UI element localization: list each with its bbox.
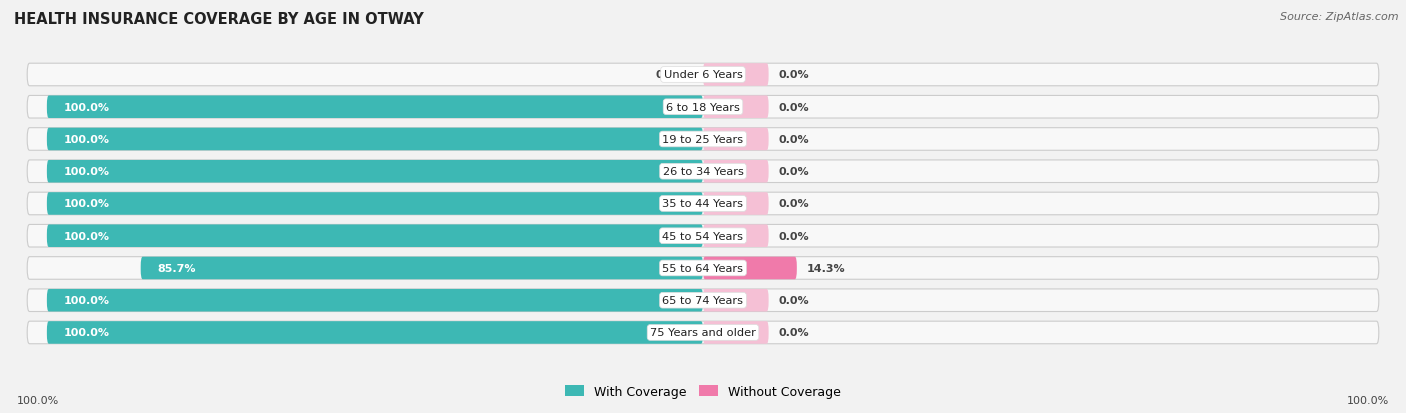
- Text: 100.0%: 100.0%: [63, 328, 110, 338]
- Text: 14.3%: 14.3%: [807, 263, 845, 273]
- Text: 0.0%: 0.0%: [657, 70, 686, 80]
- Text: 0.0%: 0.0%: [779, 296, 808, 306]
- Text: 19 to 25 Years: 19 to 25 Years: [662, 135, 744, 145]
- Text: 100.0%: 100.0%: [63, 231, 110, 241]
- Text: 100.0%: 100.0%: [1347, 395, 1389, 405]
- FancyBboxPatch shape: [27, 289, 1379, 312]
- Text: 100.0%: 100.0%: [63, 296, 110, 306]
- Text: 0.0%: 0.0%: [779, 199, 808, 209]
- FancyBboxPatch shape: [46, 96, 703, 119]
- FancyBboxPatch shape: [141, 257, 703, 280]
- FancyBboxPatch shape: [46, 289, 703, 312]
- Text: 65 to 74 Years: 65 to 74 Years: [662, 296, 744, 306]
- FancyBboxPatch shape: [27, 96, 1379, 119]
- Text: 0.0%: 0.0%: [779, 167, 808, 177]
- FancyBboxPatch shape: [703, 321, 769, 344]
- Text: 85.7%: 85.7%: [157, 263, 195, 273]
- Text: 100.0%: 100.0%: [17, 395, 59, 405]
- Text: 100.0%: 100.0%: [63, 167, 110, 177]
- Text: 0.0%: 0.0%: [779, 70, 808, 80]
- FancyBboxPatch shape: [27, 257, 1379, 280]
- Text: 100.0%: 100.0%: [63, 135, 110, 145]
- FancyBboxPatch shape: [46, 128, 703, 151]
- Text: 26 to 34 Years: 26 to 34 Years: [662, 167, 744, 177]
- FancyBboxPatch shape: [27, 193, 1379, 215]
- FancyBboxPatch shape: [703, 289, 769, 312]
- Text: 100.0%: 100.0%: [63, 102, 110, 112]
- FancyBboxPatch shape: [46, 225, 703, 247]
- FancyBboxPatch shape: [27, 128, 1379, 151]
- FancyBboxPatch shape: [703, 64, 769, 87]
- FancyBboxPatch shape: [46, 321, 703, 344]
- FancyBboxPatch shape: [27, 321, 1379, 344]
- Text: 0.0%: 0.0%: [779, 231, 808, 241]
- Text: 45 to 54 Years: 45 to 54 Years: [662, 231, 744, 241]
- Text: 100.0%: 100.0%: [63, 199, 110, 209]
- Text: Source: ZipAtlas.com: Source: ZipAtlas.com: [1281, 12, 1399, 22]
- FancyBboxPatch shape: [703, 128, 769, 151]
- FancyBboxPatch shape: [27, 64, 1379, 87]
- Text: 0.0%: 0.0%: [779, 328, 808, 338]
- FancyBboxPatch shape: [703, 193, 769, 215]
- FancyBboxPatch shape: [27, 161, 1379, 183]
- Text: 75 Years and older: 75 Years and older: [650, 328, 756, 338]
- FancyBboxPatch shape: [703, 225, 769, 247]
- Text: 0.0%: 0.0%: [779, 135, 808, 145]
- Text: 55 to 64 Years: 55 to 64 Years: [662, 263, 744, 273]
- Text: 35 to 44 Years: 35 to 44 Years: [662, 199, 744, 209]
- Text: HEALTH INSURANCE COVERAGE BY AGE IN OTWAY: HEALTH INSURANCE COVERAGE BY AGE IN OTWA…: [14, 12, 423, 27]
- FancyBboxPatch shape: [703, 161, 769, 183]
- FancyBboxPatch shape: [27, 225, 1379, 247]
- FancyBboxPatch shape: [703, 257, 797, 280]
- Legend: With Coverage, Without Coverage: With Coverage, Without Coverage: [565, 385, 841, 398]
- FancyBboxPatch shape: [46, 193, 703, 215]
- FancyBboxPatch shape: [703, 96, 769, 119]
- Text: 0.0%: 0.0%: [779, 102, 808, 112]
- Text: 6 to 18 Years: 6 to 18 Years: [666, 102, 740, 112]
- FancyBboxPatch shape: [46, 161, 703, 183]
- Text: Under 6 Years: Under 6 Years: [664, 70, 742, 80]
